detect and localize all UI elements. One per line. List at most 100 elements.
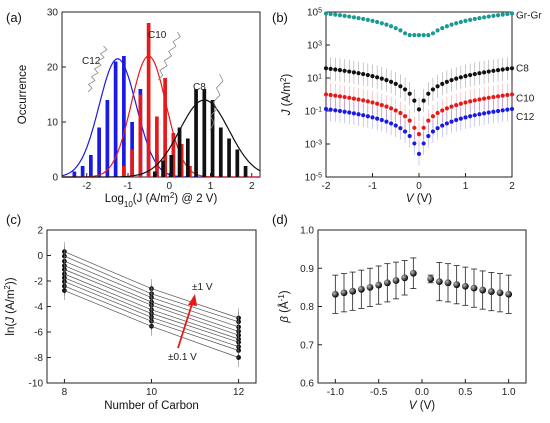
chart-a-ytick-label: 10 <box>47 118 59 129</box>
chart-a-bar-c8 <box>218 127 223 177</box>
chart-a-bar-c8 <box>243 166 248 177</box>
chart-b-point-c8 <box>337 68 343 73</box>
chart-b-point-gr-gr <box>407 33 412 38</box>
chart-b-point-gr-gr <box>458 19 463 25</box>
chart-a-bar-c10 <box>188 166 192 177</box>
chart-b-point-gr-gr <box>500 12 505 17</box>
chart-b-point-c12 <box>333 108 338 113</box>
chart-b-point-c8 <box>365 72 370 78</box>
chart-b-point-c8 <box>472 71 477 77</box>
chart-b-point-c8 <box>426 91 431 96</box>
chart-d-point <box>487 288 495 295</box>
chart-a-bar-c8 <box>161 160 165 177</box>
chart-b-point-c10 <box>482 96 487 101</box>
chart-b-point-c10 <box>351 96 356 101</box>
chart-b-point-c10 <box>463 100 468 105</box>
chart-b-xtick-label: -2 <box>322 181 331 192</box>
chart-c-annotation-bottom: ±0.1 V <box>168 352 197 363</box>
chart-b-point-c8 <box>468 72 473 78</box>
chart-b-point-c8 <box>482 70 487 75</box>
chart-b-point-gr-gr <box>505 11 510 17</box>
chart-a-bar-c8 <box>202 89 207 177</box>
chart-d-point <box>444 279 452 287</box>
molecule-c12-icon <box>87 45 108 93</box>
panel-label-c: (c) <box>6 212 21 227</box>
chart-d-point <box>409 269 417 277</box>
chart-b-point-gr-gr <box>361 16 366 22</box>
chart-a-bar-c10 <box>155 116 159 177</box>
chart-b-point-c10 <box>416 132 422 137</box>
chart-b-point-gr-gr <box>351 15 356 20</box>
chart-a-bar-c8 <box>235 149 240 177</box>
chart-a-bar-c12 <box>105 100 110 177</box>
chart-c-ln-j-vs-carbon: 8 10 12 -10 -8 -6 -4 -2 0 2 ln(J (A/m2)) Number of … <box>3 226 257 412</box>
chart-d-xtick-label: 1.0 <box>502 387 516 398</box>
chart-b-point-c10 <box>426 118 431 123</box>
chart-b-point-c10 <box>356 97 361 102</box>
chart-d-point <box>505 290 513 298</box>
chart-b-point-c10 <box>370 100 375 105</box>
chart-b-point-c8 <box>412 98 417 103</box>
chart-a-bar-c10 <box>179 144 184 177</box>
chart-b-point-c10 <box>486 95 491 100</box>
chart-a-xlabel: Log10(J (A/m2) @ 2 V) <box>105 191 218 209</box>
chart-d-point <box>392 277 400 284</box>
chart-a-bar-c12 <box>122 56 126 177</box>
chart-a-bar-c10 <box>146 23 151 177</box>
chart-d-beta-vs-voltage: -1.0 -0.5 0.0 0.5 1.0 0.6 0.7 0.8 0.9 1.0 β (Å-1) V… <box>277 226 527 412</box>
chart-b-point-c8 <box>449 78 454 83</box>
chart-b-point-c8 <box>430 87 436 92</box>
chart-b-point-gr-gr <box>402 31 408 36</box>
chart-b-point-gr-gr <box>454 21 459 26</box>
chart-b-ytick-label: 10-3 <box>305 139 322 151</box>
chart-b-point-c8 <box>393 81 398 86</box>
chart-a-xtick-label: -2 <box>82 181 91 192</box>
chart-b-point-gr-gr <box>435 28 440 33</box>
molecule-c10-icon <box>157 31 181 81</box>
chart-b-point-c8 <box>379 76 384 81</box>
chart-b-series-label-c10: C10 <box>516 93 535 104</box>
chart-b-point-c10 <box>509 92 515 97</box>
chart-c-xtick-label: 8 <box>62 387 68 398</box>
chart-b-point-c8 <box>342 68 347 73</box>
chart-a-fit-c8 <box>62 99 261 178</box>
chart-a-bar-c8 <box>227 138 231 177</box>
chart-a-xtick-label: 2 <box>249 181 255 192</box>
chart-b-point-c12 <box>435 126 440 131</box>
chart-a-xtick-label: -1 <box>124 181 133 192</box>
chart-b-point-c12 <box>416 151 422 156</box>
chart-b-point-c8 <box>505 66 510 71</box>
chart-b-point-gr-gr <box>416 33 422 38</box>
chart-b-point-gr-gr <box>393 26 398 31</box>
chart-b-point-c8 <box>444 79 449 84</box>
chart-b-point-c12 <box>328 107 333 112</box>
chart-a-bar-c12 <box>89 155 93 177</box>
chart-a-bar-c10 <box>163 78 167 177</box>
chart-b-point-c8 <box>491 68 496 73</box>
chart-b-xtick-label: 2 <box>509 181 515 192</box>
chart-d-point <box>383 279 391 287</box>
chart-b-point-c12 <box>365 114 370 119</box>
chart-d-xtick-label: 0.0 <box>415 387 429 398</box>
chart-b-point-c8 <box>328 66 333 71</box>
chart-d-point <box>340 289 348 297</box>
chart-b-point-c12 <box>375 116 380 121</box>
chart-b-point-gr-gr <box>468 17 473 22</box>
chart-b-point-c8 <box>323 66 329 71</box>
chart-b-point-c12 <box>468 114 473 119</box>
chart-d-xtick-label: -0.5 <box>370 387 388 398</box>
chart-b-ytick-label: 105 <box>307 7 322 19</box>
chart-a-bar-c8 <box>194 89 198 177</box>
chart-b-point-c8 <box>416 107 422 112</box>
chart-b-point-c12 <box>472 113 477 118</box>
chart-b-point-c10 <box>323 92 329 97</box>
chart-b-point-c12 <box>495 108 501 114</box>
chart-d-point <box>427 275 435 283</box>
chart-b-point-gr-gr <box>384 22 389 27</box>
chart-b-point-c12 <box>398 126 403 131</box>
chart-b-ytick-label: 10-5 <box>305 172 322 184</box>
chart-b-point-c12 <box>421 141 426 146</box>
chart-b-point-c10 <box>430 114 436 119</box>
chart-a-bar-c10 <box>130 149 134 177</box>
chart-a-xtick-label: 0 <box>166 181 172 192</box>
